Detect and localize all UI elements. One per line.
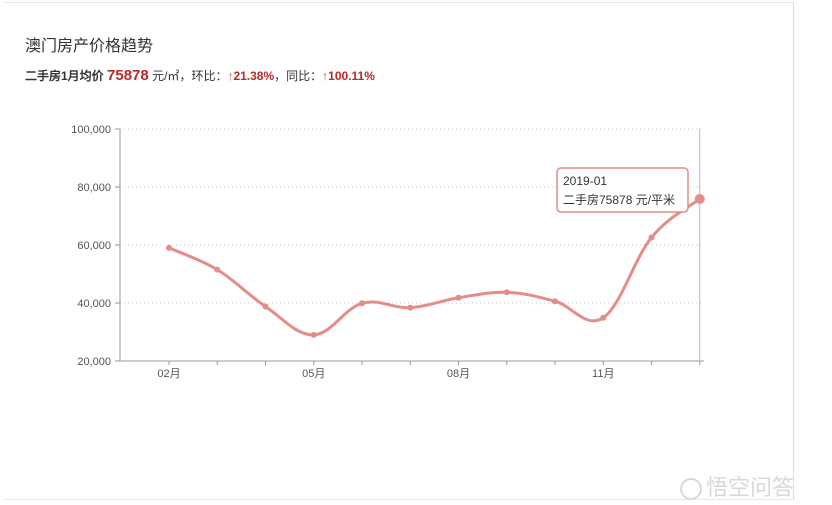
data-point [262, 303, 269, 310]
data-point [214, 266, 221, 273]
y-tick-label: 80,000 [77, 182, 111, 194]
data-point [166, 244, 172, 251]
x-tick-label: 05月 [302, 368, 325, 380]
mom-label: ，环比： [179, 69, 228, 83]
tooltip-box [556, 167, 689, 213]
price-summary: 二手房1月均价 75878 元/㎡，环比：↑21.38%，同比：↑100.11% [25, 67, 375, 84]
data-point [552, 298, 558, 305]
chart-panel [4, 2, 794, 500]
series-line [167, 197, 702, 337]
data-point [503, 289, 510, 296]
y-tick-label: 20,000 [77, 356, 111, 368]
watermark: 悟空问答 [680, 470, 820, 501]
yoy-up-arrow-icon: ↑ [322, 69, 329, 83]
data-point [359, 300, 365, 307]
data-point [648, 234, 655, 241]
data-point [455, 294, 462, 301]
mom-value: 21.38% [233, 69, 275, 83]
highlight-point [694, 193, 705, 204]
x-tick-label: 08月 [447, 368, 470, 380]
summary-unit: 元/㎡ [152, 69, 180, 83]
summary-price: 75878 [107, 67, 149, 84]
watermark-logo-icon [680, 478, 702, 501]
y-tick-label: 100,000 [71, 124, 111, 136]
watermark-text: 悟空问答 [706, 475, 795, 500]
x-tick-label: 11月 [592, 368, 614, 380]
y-tick-label: 60,000 [77, 240, 111, 252]
yoy-value: 100.11% [328, 69, 375, 83]
tooltip-date: 2019-01 [563, 174, 607, 188]
yoy-label: ，同比： [274, 69, 323, 83]
y-tick-label: 40,000 [77, 298, 111, 310]
summary-label: 二手房1月均价 [25, 69, 104, 83]
data-point [407, 304, 414, 311]
data-point [600, 314, 607, 321]
page-title: 澳门房产价格趋势 [25, 38, 154, 55]
mom-up-arrow-icon: ↑ [227, 69, 234, 83]
tooltip-value: 二手房75878 元/平米 [563, 192, 675, 207]
data-point [310, 331, 317, 338]
x-tick-label: 02月 [157, 368, 180, 380]
